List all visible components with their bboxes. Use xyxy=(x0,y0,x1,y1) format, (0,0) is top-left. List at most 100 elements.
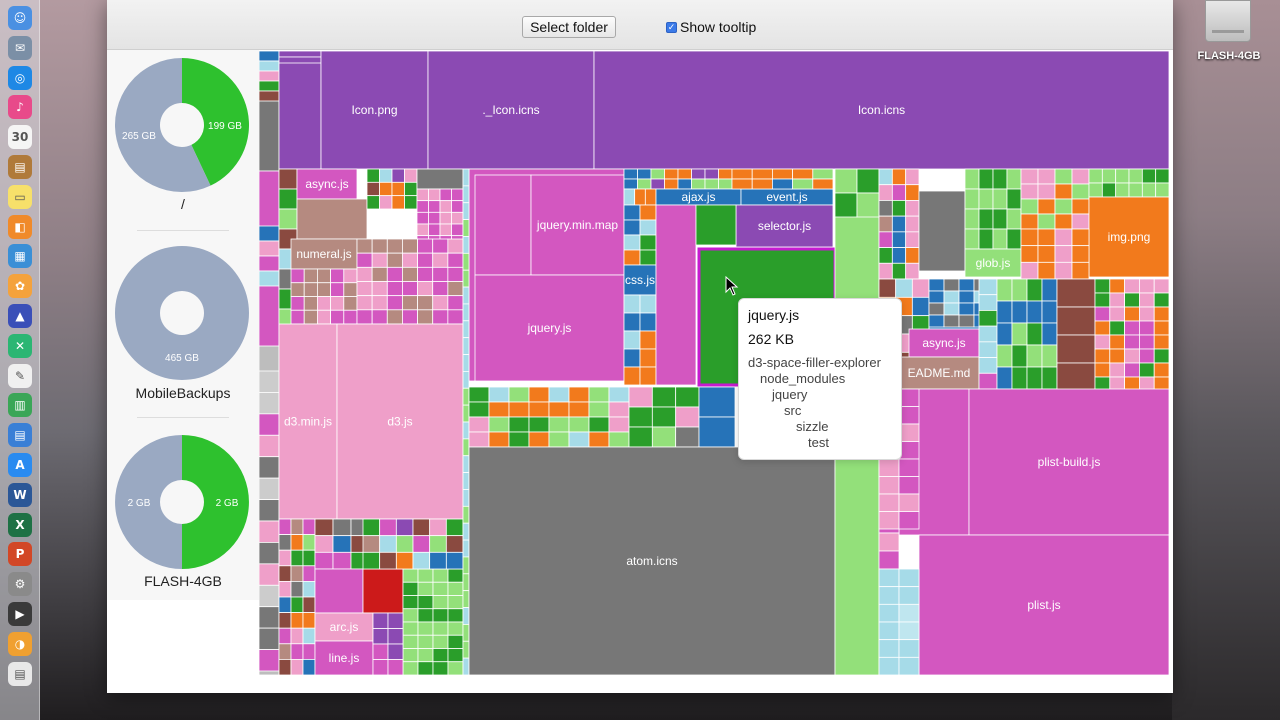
treemap-cell[interactable] xyxy=(878,476,900,495)
treemap-cell[interactable] xyxy=(898,406,920,425)
treemap-cell[interactable] xyxy=(417,238,434,254)
treemap-cell[interactable] xyxy=(891,168,907,186)
treemap-cell[interactable] xyxy=(439,211,452,225)
pie-free-slice[interactable] xyxy=(114,246,249,380)
treemap-cell[interactable] xyxy=(1026,366,1043,390)
treemap-cell[interactable] xyxy=(1041,344,1058,368)
treemap-cell[interactable] xyxy=(651,426,677,448)
treemap-cell[interactable] xyxy=(330,296,345,311)
treemap-cell[interactable] xyxy=(651,386,677,408)
treemap-cell[interactable] xyxy=(1139,306,1155,322)
treemap-cell[interactable] xyxy=(278,51,322,58)
show-tooltip-toggle[interactable]: ✓ Show tooltip xyxy=(666,18,756,36)
treemap-cell[interactable] xyxy=(447,238,464,254)
treemap-cell[interactable] xyxy=(677,178,692,190)
treemap-cell[interactable] xyxy=(623,219,641,236)
treemap-cell[interactable] xyxy=(432,634,449,649)
treemap-cell[interactable] xyxy=(259,499,280,522)
treemap-cell[interactable] xyxy=(623,264,657,296)
treemap-cell[interactable] xyxy=(996,278,1013,302)
treemap-cell[interactable] xyxy=(639,234,657,251)
treemap-cell[interactable] xyxy=(259,370,280,393)
treemap-cell[interactable] xyxy=(1006,228,1022,250)
treemap-cell[interactable] xyxy=(447,252,464,268)
treemap-cell[interactable] xyxy=(462,455,470,474)
treemap-cell[interactable] xyxy=(462,219,470,237)
treemap-cell[interactable] xyxy=(1041,278,1058,302)
treemap-cell[interactable] xyxy=(856,168,880,194)
treemap-cell[interactable] xyxy=(356,295,373,311)
treemap-cell[interactable] xyxy=(402,608,419,623)
treemap-cell[interactable] xyxy=(402,309,418,325)
treemap-cell[interactable] xyxy=(978,228,994,250)
treemap-cell[interactable] xyxy=(1020,198,1039,215)
treemap-cell[interactable] xyxy=(1041,322,1058,346)
treemap-cell[interactable] xyxy=(417,568,434,583)
treemap-cell[interactable] xyxy=(278,56,322,64)
treemap-cell[interactable] xyxy=(1011,278,1028,302)
treemap-cell[interactable] xyxy=(623,330,641,350)
treemap-cell[interactable] xyxy=(290,282,305,297)
treemap-cell[interactable] xyxy=(1020,245,1039,263)
treemap-cell[interactable] xyxy=(259,90,280,102)
treemap-cell[interactable] xyxy=(608,386,630,403)
treemap-cell[interactable] xyxy=(928,290,945,304)
treemap-cell[interactable] xyxy=(898,568,920,588)
treemap-cell[interactable] xyxy=(1088,196,1169,278)
treemap-cell[interactable] xyxy=(314,535,334,553)
treemap-cell[interactable] xyxy=(303,296,318,311)
treemap-cell[interactable] xyxy=(379,535,397,553)
treemap-cell[interactable] xyxy=(735,204,834,248)
treemap-cell[interactable] xyxy=(362,535,381,553)
treemap-cell[interactable] xyxy=(1101,168,1117,184)
treemap-cell[interactable] xyxy=(417,608,434,623)
treemap-cell[interactable] xyxy=(878,262,893,280)
treemap-cell[interactable] xyxy=(379,518,397,537)
treemap-cell[interactable] xyxy=(468,416,490,433)
itunes-icon[interactable]: ♪ xyxy=(8,95,32,120)
treemap-cell[interactable] xyxy=(259,456,280,479)
treemap-cell[interactable] xyxy=(302,659,316,675)
treemap-cell[interactable] xyxy=(677,168,692,180)
treemap-cell[interactable] xyxy=(1054,261,1073,280)
treemap-cell[interactable] xyxy=(1101,182,1117,198)
treemap-cell[interactable] xyxy=(259,520,280,543)
treemap-cell[interactable] xyxy=(958,302,975,316)
treemap-cell[interactable] xyxy=(278,188,298,210)
treemap-cell[interactable] xyxy=(362,551,381,570)
treemap-cell[interactable] xyxy=(878,603,900,623)
treemap-cell[interactable] xyxy=(278,549,292,567)
treemap-cell[interactable] xyxy=(1011,366,1028,390)
treemap-cell[interactable] xyxy=(898,603,920,623)
treemap-cell[interactable] xyxy=(417,309,434,325)
treemap-cell[interactable] xyxy=(402,295,418,311)
treemap-cell[interactable] xyxy=(1153,348,1169,364)
system-preferences-icon[interactable]: ⚙ xyxy=(8,572,32,597)
treemap-cell[interactable] xyxy=(1056,278,1096,308)
treemap-cell[interactable] xyxy=(412,551,431,570)
select-folder-button[interactable]: Select folder xyxy=(522,16,616,38)
treemap-cell[interactable] xyxy=(278,565,292,582)
treemap-cell[interactable] xyxy=(462,590,470,608)
treemap-cell[interactable] xyxy=(898,621,920,641)
treemap-cell[interactable] xyxy=(372,643,389,660)
treemap-cell[interactable] xyxy=(447,281,464,297)
treemap-cell[interactable] xyxy=(508,416,530,433)
treemap-cell[interactable] xyxy=(1124,320,1140,336)
treemap-cell[interactable] xyxy=(391,181,405,197)
treemap-cell[interactable] xyxy=(878,586,900,605)
treemap-cell[interactable] xyxy=(371,252,388,268)
treemap-cell[interactable] xyxy=(1094,362,1111,378)
treemap-cell[interactable] xyxy=(1011,300,1028,324)
treemap-cell[interactable] xyxy=(290,549,304,567)
treemap-cell[interactable] xyxy=(528,416,550,433)
treemap-cell[interactable] xyxy=(588,431,610,448)
treemap-cell[interactable] xyxy=(996,344,1013,368)
treemap-cell[interactable] xyxy=(278,659,292,675)
pie-free-slice[interactable] xyxy=(114,58,211,192)
treemap-cell[interactable] xyxy=(978,168,994,190)
treemap-cell[interactable] xyxy=(891,231,907,248)
treemap-cell[interactable] xyxy=(623,204,641,221)
treemap-cell[interactable] xyxy=(432,621,449,636)
treemap-cell[interactable] xyxy=(1026,300,1043,324)
